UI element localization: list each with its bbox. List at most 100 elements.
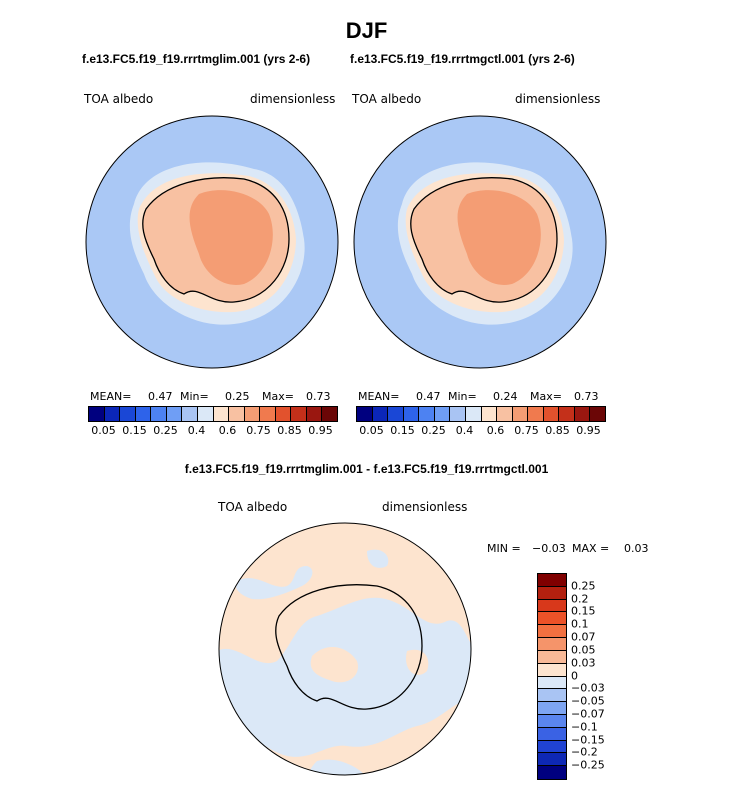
colorbar-tick-label: 0.4 — [187, 424, 206, 437]
diff-colorbar — [537, 573, 567, 780]
colorbar-level-label: 0.03 — [571, 656, 596, 670]
colorbar-swatch — [403, 407, 420, 421]
colorbar-level-label: 0.25 — [571, 579, 596, 593]
right-min-label: Min= — [448, 390, 477, 403]
right-var-label: TOA albedo — [352, 92, 422, 106]
colorbar-swatch — [538, 714, 566, 728]
right-max-label: Max= — [530, 390, 562, 403]
colorbar-level-label: −0.1 — [571, 720, 598, 734]
colorbar-swatch — [434, 407, 451, 421]
diff-max-label: MAX = — [572, 542, 610, 555]
colorbar-swatch — [388, 407, 404, 421]
left-min-label: Min= — [180, 390, 209, 403]
right-mean-value: 0.47 — [416, 390, 441, 403]
colorbar-level-label: 0.15 — [571, 604, 596, 618]
diff-var-label: TOA albedo — [218, 500, 288, 514]
left-units-label: dimensionless — [250, 92, 336, 106]
colorbar-swatch — [538, 663, 566, 677]
colorbar-level-label: −0.15 — [571, 733, 605, 747]
colorbar-tick-label: 0.4 — [455, 424, 474, 437]
colorbar-swatch — [538, 689, 566, 703]
colorbar-level-label: 0 — [571, 669, 578, 682]
diff-units-label: dimensionless — [382, 500, 468, 514]
colorbar-level-label: −0.07 — [571, 707, 605, 721]
diff-polar-map — [218, 522, 472, 776]
left-var-label: TOA albedo — [84, 92, 154, 106]
right-min-value: 0.24 — [493, 390, 518, 403]
colorbar-swatch — [574, 407, 591, 421]
colorbar-swatch — [465, 407, 482, 421]
colorbar-swatch — [481, 407, 498, 421]
colorbar-swatch — [538, 702, 566, 715]
colorbar-level-label: −0.25 — [571, 758, 605, 772]
colorbar-level-label: −0.2 — [571, 745, 598, 759]
colorbar-swatch — [538, 574, 566, 587]
diff-max-value: 0.03 — [624, 542, 649, 555]
colorbar-tick-label: 0.85 — [277, 424, 302, 437]
colorbar-swatch — [182, 407, 198, 421]
colorbar-tick-label: 0.75 — [514, 424, 539, 437]
colorbar-swatch — [322, 407, 337, 421]
colorbar-tick-label: 0.25 — [421, 424, 446, 437]
colorbar-tick-label: 0.15 — [390, 424, 415, 437]
colorbar-level-label: 0.07 — [571, 630, 596, 644]
colorbar-swatch — [229, 407, 245, 421]
colorbar-swatch — [151, 407, 167, 421]
colorbar-swatch — [89, 407, 105, 421]
colorbar-swatch — [543, 407, 560, 421]
colorbar-level-label: −0.03 — [571, 681, 605, 695]
diff-min-value: −0.03 — [532, 542, 566, 555]
colorbar-swatch — [538, 753, 566, 767]
colorbar-swatch — [166, 407, 183, 421]
colorbar-tick-label: 0.95 — [576, 424, 601, 437]
diff-title: f.e13.FC5.f19_f19.rrrtmglim.001 - f.e13.… — [184, 462, 549, 476]
colorbar-level-label: 0.05 — [571, 643, 596, 657]
left-max-value: 0.73 — [306, 390, 331, 403]
right-case-title: f.e13.FC5.f19_f19.rrrtmgctl.001 (yrs 2-6… — [350, 52, 575, 66]
colorbar-swatch — [538, 599, 566, 613]
colorbar-swatch — [538, 612, 566, 626]
right-max-value: 0.73 — [574, 390, 599, 403]
colorbar-swatch — [372, 407, 389, 421]
colorbar-swatch — [197, 407, 214, 421]
colorbar-level-label: 0.1 — [571, 617, 589, 631]
colorbar-tick-label: 0.95 — [308, 424, 333, 437]
colorbar-swatch — [538, 625, 566, 639]
figure-title: DJF — [345, 18, 388, 43]
colorbar-swatch — [419, 407, 435, 421]
right-polar-map — [353, 115, 607, 369]
colorbar-swatch — [244, 407, 261, 421]
colorbar-swatch — [528, 407, 544, 421]
left-mean-label: MEAN= — [90, 390, 132, 403]
colorbar-swatch — [213, 407, 230, 421]
colorbar-swatch — [538, 740, 566, 754]
colorbar-swatch — [538, 727, 566, 741]
colorbar-tick-label: 0.6 — [486, 424, 505, 437]
colorbar-tick-label: 0.6 — [218, 424, 237, 437]
colorbar-swatch — [538, 586, 566, 600]
colorbar-swatch — [559, 407, 575, 421]
colorbar-swatch — [538, 676, 566, 690]
colorbar-swatch — [104, 407, 121, 421]
left-case-title: f.e13.FC5.f19_f19.rrrtmglim.001 (yrs 2-6… — [82, 52, 311, 66]
left-polar-map — [85, 115, 339, 369]
colorbar-tick-label: 0.75 — [246, 424, 271, 437]
left-max-label: Max= — [262, 390, 294, 403]
colorbar-swatch — [538, 766, 566, 779]
colorbar-swatch — [291, 407, 307, 421]
left-min-value: 0.25 — [225, 390, 250, 403]
colorbar-swatch — [512, 407, 529, 421]
colorbar-tick-label: 0.05 — [91, 424, 116, 437]
colorbar-swatch — [538, 638, 566, 651]
right-colorbar — [356, 406, 606, 422]
right-units-label: dimensionless — [515, 92, 601, 106]
colorbar-swatch — [497, 407, 513, 421]
colorbar-tick-label: 0.05 — [359, 424, 384, 437]
left-colorbar — [88, 406, 338, 422]
colorbar-level-label: 0.2 — [571, 592, 589, 606]
colorbar-tick-label: 0.15 — [122, 424, 147, 437]
colorbar-tick-label: 0.25 — [153, 424, 178, 437]
colorbar-tick-label: 0.85 — [545, 424, 570, 437]
colorbar-swatch — [135, 407, 152, 421]
colorbar-swatch — [120, 407, 136, 421]
